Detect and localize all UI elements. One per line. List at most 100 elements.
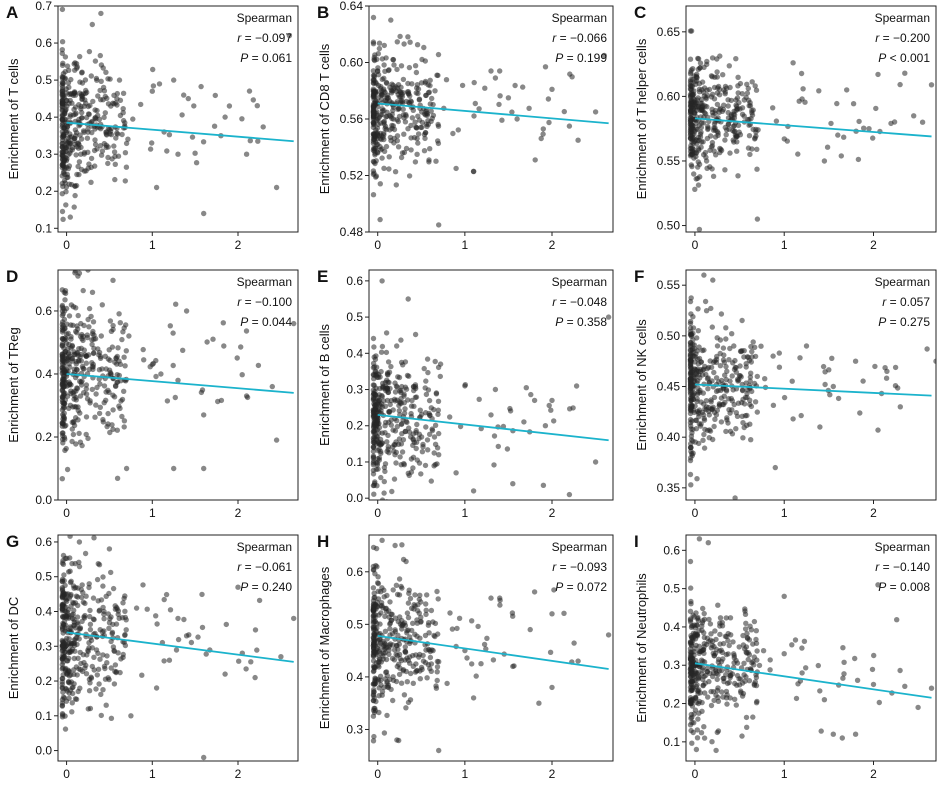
data-point: [695, 700, 702, 707]
data-point: [696, 643, 702, 649]
data-point: [407, 660, 413, 666]
outlier-point: [183, 308, 190, 314]
data-point: [497, 93, 503, 99]
data-point: [521, 419, 527, 425]
data-point: [398, 680, 405, 686]
scatter-points: [59, 6, 293, 222]
data-point: [700, 437, 706, 443]
data-point: [112, 662, 119, 668]
data-point: [386, 409, 392, 415]
data-point: [255, 362, 262, 369]
data-point: [688, 395, 694, 402]
data-point: [371, 595, 377, 601]
data-point: [99, 148, 106, 154]
data-point: [97, 656, 103, 662]
data-point: [381, 165, 387, 171]
data-point: [417, 592, 423, 598]
data-point: [725, 97, 731, 103]
data-point: [413, 668, 420, 674]
data-point: [404, 679, 410, 685]
data-point: [752, 679, 758, 685]
y-tick-label: 0.4: [346, 346, 363, 360]
data-point: [407, 39, 413, 45]
data-point: [711, 369, 717, 376]
data-point: [415, 113, 421, 119]
data-point: [694, 727, 700, 733]
data-point: [370, 607, 377, 613]
x-tick-label: 1: [781, 506, 788, 520]
data-point: [795, 151, 801, 157]
data-point: [130, 116, 136, 122]
stat-method: Spearman: [237, 11, 292, 25]
data-point: [102, 665, 108, 672]
data-point: [401, 460, 407, 467]
data-point: [687, 608, 694, 614]
y-tick-label: 0.2: [35, 184, 52, 198]
data-point: [68, 648, 75, 654]
data-point: [427, 412, 433, 418]
data-point: [60, 74, 66, 81]
data-point: [383, 349, 390, 356]
y-tick-label: 0.40: [657, 430, 681, 444]
data-point: [86, 676, 93, 683]
data-point: [743, 364, 749, 370]
x-tick-label: 2: [549, 238, 556, 252]
data-point: [687, 389, 694, 395]
data-point: [104, 660, 110, 666]
data-point: [62, 582, 68, 589]
plot-frame: [57, 269, 299, 501]
data-point: [83, 386, 90, 392]
data-point: [93, 402, 99, 408]
data-point: [737, 676, 744, 682]
data-point: [69, 700, 76, 706]
data-point: [376, 424, 383, 431]
data-point: [381, 650, 387, 656]
data-point: [370, 658, 377, 664]
data-point: [731, 343, 737, 349]
data-point: [696, 372, 702, 378]
data-point: [100, 687, 106, 693]
data-point: [399, 449, 406, 455]
data-point: [121, 424, 127, 430]
stat-r-value: = −0.093: [556, 560, 607, 574]
data-point: [64, 144, 70, 150]
outlier-point: [273, 437, 280, 443]
data-point: [370, 692, 377, 699]
data-point: [61, 572, 67, 578]
stat-r-value: = −0.048: [556, 295, 607, 309]
data-point: [422, 462, 429, 469]
data-point: [417, 414, 423, 420]
data-point: [742, 678, 748, 684]
data-point: [748, 359, 754, 365]
data-point: [707, 164, 713, 170]
data-point: [106, 625, 112, 631]
data-point: [841, 671, 847, 677]
stat-r: r = −0.061: [237, 560, 292, 574]
data-point: [429, 647, 435, 653]
data-point: [98, 78, 104, 85]
data-point: [63, 422, 69, 429]
data-point: [112, 603, 118, 609]
data-point: [70, 431, 77, 438]
outlier-point: [790, 60, 796, 66]
data-point: [723, 85, 730, 91]
outlier-point: [592, 459, 599, 465]
data-point: [687, 71, 694, 77]
data-point: [693, 417, 700, 423]
data-point: [421, 148, 428, 154]
x-tick-label: 0: [374, 238, 381, 252]
data-point: [376, 371, 382, 378]
data-point: [60, 590, 67, 596]
data-point: [729, 431, 736, 437]
data-point: [746, 97, 752, 104]
data-point: [742, 394, 749, 401]
data-point: [471, 79, 477, 86]
data-point: [370, 738, 377, 744]
data-point: [699, 708, 705, 714]
data-point: [107, 318, 114, 324]
data-point: [427, 146, 433, 152]
data-point: [83, 391, 90, 397]
data-point: [89, 289, 96, 295]
data-point: [113, 355, 119, 362]
data-point: [745, 656, 751, 663]
